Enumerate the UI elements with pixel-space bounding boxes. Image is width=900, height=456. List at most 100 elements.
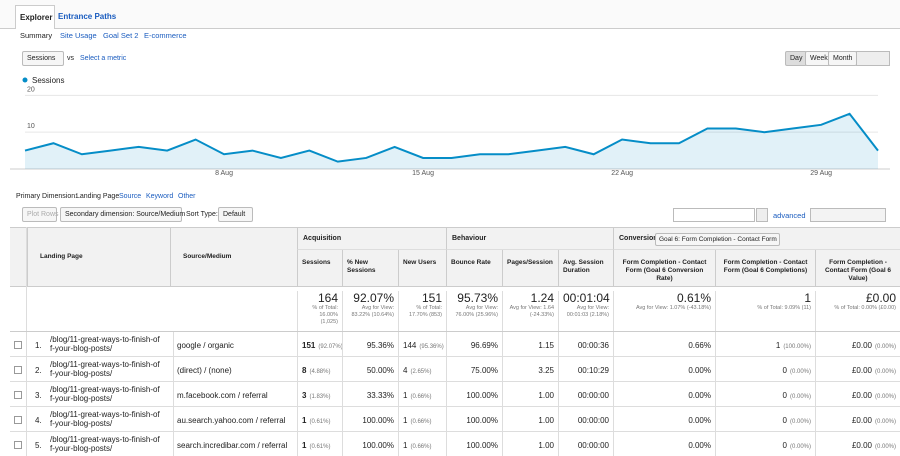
row-checkbox[interactable]	[14, 441, 22, 449]
metric-select[interactable]: Sessions	[22, 51, 64, 66]
cell-value: 0.00%	[613, 357, 715, 382]
view-icons[interactable]	[810, 208, 886, 222]
source-medium[interactable]: search.incredibar.com / referral	[173, 432, 287, 456]
cell: 1 (0.66%)	[398, 382, 446, 407]
total-value: 164	[297, 291, 342, 332]
cell-value: 00:10:29	[558, 357, 613, 382]
sort-select[interactable]: Default	[218, 207, 253, 222]
column-header[interactable]: Sessions	[297, 250, 342, 287]
row-checkbox[interactable]	[14, 366, 22, 374]
sub-tab[interactable]: Summary	[20, 31, 53, 40]
cell-percent: (100.00%)	[783, 344, 811, 350]
metric-link[interactable]: Select a metric	[80, 55, 127, 62]
landing-page[interactable]: /blog/11-great-ways-to-finish-off-your-b…	[50, 385, 160, 403]
area	[25, 113, 878, 169]
column-header[interactable]: Landing Page	[27, 227, 170, 287]
total-detail: Avg for View: 1.64 (-24.33%)	[509, 305, 554, 318]
search-button[interactable]	[756, 208, 768, 222]
advanced-link[interactable]: advanced	[773, 211, 806, 220]
y-tick-label: 20	[27, 86, 35, 93]
column-header[interactable]: Pages/Session	[502, 250, 558, 287]
cell-value: 00:00:00	[558, 382, 613, 407]
cell-value: £0.00	[851, 391, 872, 400]
landing-page[interactable]: /blog/11-great-ways-to-finish-off-your-b…	[50, 335, 160, 353]
cell-value: 100.00%	[446, 407, 502, 432]
plot-rows[interactable]: Plot Rows	[22, 207, 59, 222]
secondary-dimension[interactable]: Secondary dimension: Source/Medium	[60, 207, 185, 222]
group-header: Acquisition	[297, 227, 446, 250]
tab[interactable]: Entrance Paths	[58, 12, 117, 21]
column-header[interactable]: New Users	[398, 250, 446, 287]
total-value: 95.73%	[446, 291, 502, 332]
dimension-option[interactable]: Landing Page	[76, 193, 120, 200]
cell-value: £0.00	[851, 441, 872, 450]
period-button[interactable]: Week	[805, 51, 833, 66]
column-header[interactable]: Form Completion - Contact Form (Goal 6 C…	[613, 250, 715, 287]
total-detail: Avg for View: 1.07% (-43.18%)	[635, 305, 711, 311]
goal-select[interactable]: Goal 6: Form Completion - Contact Form	[655, 233, 780, 246]
tab[interactable]: Explorer	[15, 5, 55, 29]
cell-value: 33.33%	[342, 382, 398, 407]
row-checkbox[interactable]	[14, 416, 22, 424]
cell-value: 1.00	[502, 382, 558, 407]
group-header: Behaviour	[446, 227, 613, 250]
cell-value: 1.00	[502, 407, 558, 432]
cell: 1 (0.61%)	[297, 432, 342, 456]
cell-percent: (0.66%)	[410, 419, 432, 425]
dimension-option[interactable]: Keyword	[146, 193, 174, 200]
cell-percent: (95.36%)	[419, 344, 444, 350]
period-button[interactable]: Month	[828, 51, 858, 66]
primary-dimension-label: Primary Dimension:	[16, 193, 78, 200]
row-index: 1.	[35, 341, 42, 350]
cell-value: 100.00%	[446, 432, 502, 456]
chart-type-icons[interactable]	[856, 51, 890, 66]
cell-value: 96.69%	[446, 332, 502, 357]
dimension-option[interactable]: Source	[119, 193, 142, 200]
source-medium[interactable]: google / organic	[173, 332, 234, 357]
cell-percent: (0.00%)	[874, 444, 896, 450]
cell-percent: (0.66%)	[410, 444, 432, 450]
cell-value: 100.00%	[342, 432, 398, 456]
row-checkbox[interactable]	[14, 341, 22, 349]
cell-value: £0.00	[851, 366, 872, 375]
cell-value: 0.66%	[613, 332, 715, 357]
column-header[interactable]: Form Completion - Contact Form (Goal 6 V…	[815, 250, 900, 287]
cell-value: 1	[302, 416, 307, 425]
search-box[interactable]	[673, 208, 755, 222]
column-header[interactable]: % New Sessions	[342, 250, 398, 287]
cell: 1 (0.61%)	[297, 407, 342, 432]
total-value: 00:01:04	[558, 291, 613, 332]
landing-page[interactable]: /blog/11-great-ways-to-finish-off-your-b…	[50, 360, 160, 378]
sub-tab[interactable]: Goal Set 2	[103, 31, 139, 40]
cell-percent: (2.65%)	[410, 369, 432, 375]
source-medium[interactable]: au.search.yahoo.com / referral	[173, 407, 286, 432]
cell: £0.00 (0.00%)	[815, 332, 900, 357]
column-header[interactable]: Avg. Session Duration	[558, 250, 613, 287]
column-header[interactable]: Bounce Rate	[446, 250, 502, 287]
cell-value: 0.00%	[613, 432, 715, 456]
sub-tab[interactable]: E-commerce	[144, 31, 187, 40]
landing-page[interactable]: /blog/11-great-ways-to-finish-off-your-b…	[50, 410, 160, 428]
landing-page[interactable]: /blog/11-great-ways-to-finish-off-your-b…	[50, 435, 160, 453]
cell-value: 8	[302, 366, 307, 375]
cell-value: 1.00	[502, 432, 558, 456]
dimension-option[interactable]: Other	[178, 193, 196, 200]
cell: 0 (0.00%)	[715, 407, 815, 432]
source-medium[interactable]: m.facebook.com / referral	[173, 382, 268, 407]
cell-value: 00:00:36	[558, 332, 613, 357]
total-value: 1	[715, 291, 815, 332]
cell-percent: (0.61%)	[309, 444, 331, 450]
cell-percent: (0.00%)	[789, 419, 811, 425]
cell-value: 0.00%	[613, 407, 715, 432]
cell-value: £0.00	[851, 416, 872, 425]
total-value: £0.00	[815, 291, 900, 332]
sub-tab[interactable]: Site Usage	[60, 31, 97, 40]
column-header[interactable]: Form Completion - Contact Form (Goal 6 C…	[715, 250, 815, 287]
total-value: 0.61%	[613, 291, 715, 332]
cell-value: £0.00	[851, 341, 872, 350]
row-checkbox[interactable]	[14, 391, 22, 399]
source-medium[interactable]: (direct) / (none)	[173, 357, 232, 382]
x-tick-label: 15 Aug	[412, 170, 434, 177]
cell: 4 (2.65%)	[398, 357, 446, 382]
column-header[interactable]: Source/Medium	[170, 227, 297, 287]
